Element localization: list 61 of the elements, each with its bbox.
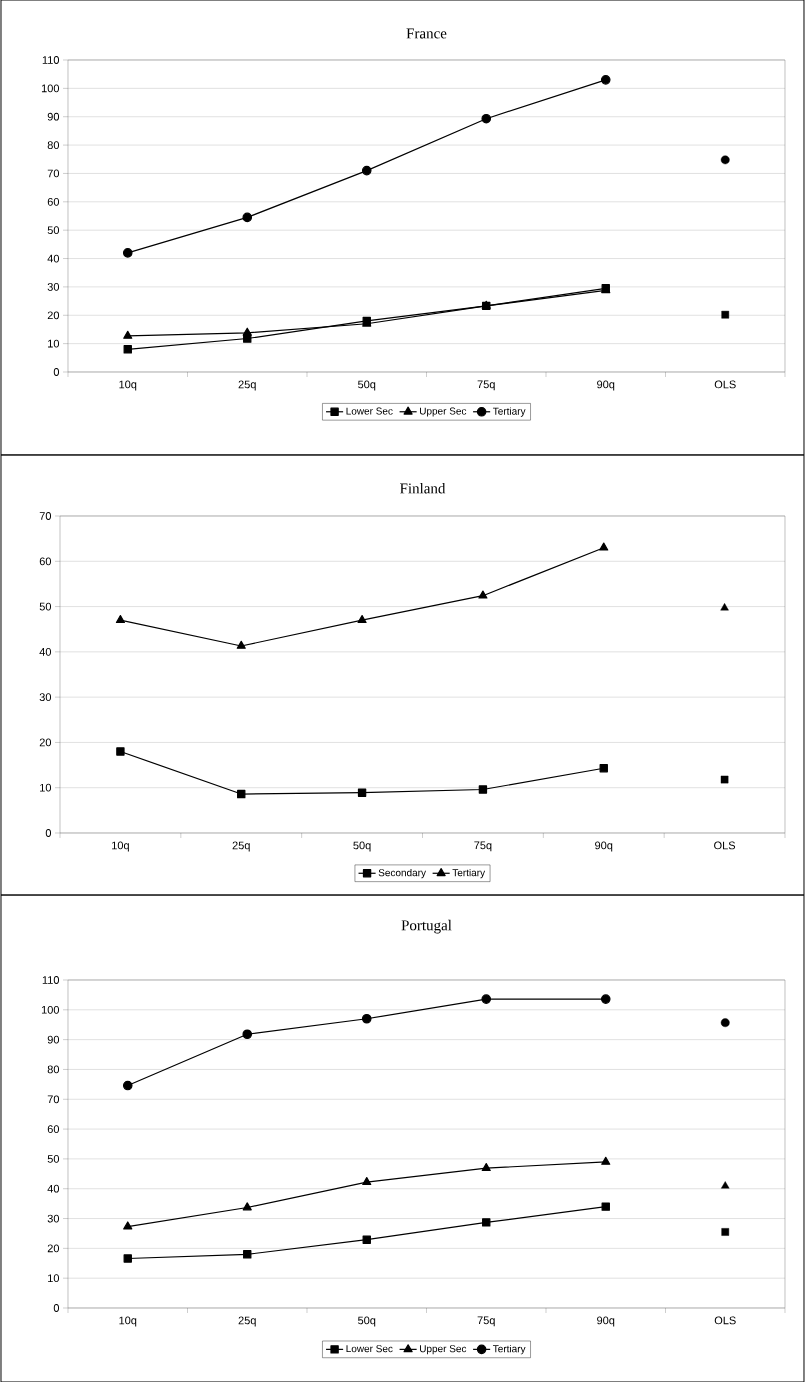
y-tick-label: 80	[47, 1065, 60, 1074]
y-tick-label: 10	[48, 1274, 60, 1283]
y-tick-label: 20	[39, 738, 52, 747]
x-tick-label: 50q	[353, 841, 371, 852]
x-tick-label: OLS	[714, 380, 736, 389]
legend-label: Lower Sec	[346, 1345, 393, 1353]
y-tick-label: 60	[47, 197, 60, 206]
y-tick-label: 50	[39, 602, 52, 611]
legend-label: Tertiary	[492, 1344, 526, 1355]
y-tick-label: 30	[39, 693, 52, 702]
x-tick-label: 25q	[238, 1316, 256, 1327]
y-tick-label: 80	[47, 141, 60, 149]
y-tick-label: 0	[45, 829, 52, 837]
y-tick-label: 110	[42, 976, 60, 984]
x-tick-label: 10q	[119, 380, 137, 391]
y-tick-label: 90	[47, 1035, 60, 1044]
x-tick-label: 75q	[477, 1316, 495, 1327]
y-tick-label: 70	[47, 169, 60, 178]
x-tick-label: 25q	[238, 380, 256, 391]
x-tick-label: 75q	[477, 380, 495, 391]
chart-title: Portugal	[401, 919, 452, 934]
x-tick-label: OLS	[714, 1316, 736, 1325]
y-tick-label: 70	[39, 512, 52, 520]
y-tick-label: 100	[41, 84, 60, 93]
y-tick-label: 40	[47, 254, 60, 263]
y-tick-label: 100	[41, 1005, 60, 1014]
y-tick-label: 0	[53, 368, 60, 376]
y-tick-label: 40	[47, 1184, 60, 1193]
x-tick-label: 10q	[112, 841, 129, 852]
y-tick-label: 40	[39, 647, 52, 656]
legend-label: Tertiary	[492, 407, 526, 417]
x-tick-label: 50q	[358, 380, 376, 391]
x-tick-label: OLS	[714, 841, 736, 850]
y-tick-label: 20	[47, 311, 60, 320]
legend-label: Secondary	[378, 868, 426, 879]
y-tick-label: 110	[42, 56, 60, 64]
x-tick-label: 90q	[595, 841, 613, 852]
y-tick-label: 0	[53, 1304, 60, 1312]
legend-label: Upper Sec	[420, 1345, 467, 1355]
y-tick-label: 60	[47, 1125, 60, 1133]
y-tick-label: 60	[39, 557, 52, 566]
x-tick-label: 75q	[474, 841, 492, 852]
chart-title: France	[406, 28, 447, 39]
y-tick-label: 10	[48, 339, 60, 348]
y-tick-label: 20	[47, 1244, 60, 1253]
x-tick-label: 10q	[119, 1316, 137, 1327]
x-tick-label: 90q	[597, 380, 615, 391]
legend-label: Upper Sec	[420, 407, 467, 417]
y-tick-label: 50	[47, 226, 60, 235]
x-tick-label: 50q	[358, 1316, 376, 1327]
y-tick-label: 30	[47, 1214, 60, 1223]
y-tick-label: 10	[40, 783, 52, 792]
y-tick-label: 70	[47, 1095, 60, 1104]
y-tick-label: 30	[47, 283, 60, 291]
legend-label: Tertiary	[452, 868, 486, 879]
chart-title: Finland	[400, 482, 446, 494]
x-tick-label: 25q	[232, 841, 250, 852]
x-tick-label: 90q	[597, 1316, 615, 1327]
y-tick-label: 90	[47, 112, 60, 121]
legend-label: Lower Sec	[346, 407, 393, 415]
y-tick-label: 50	[47, 1155, 60, 1163]
